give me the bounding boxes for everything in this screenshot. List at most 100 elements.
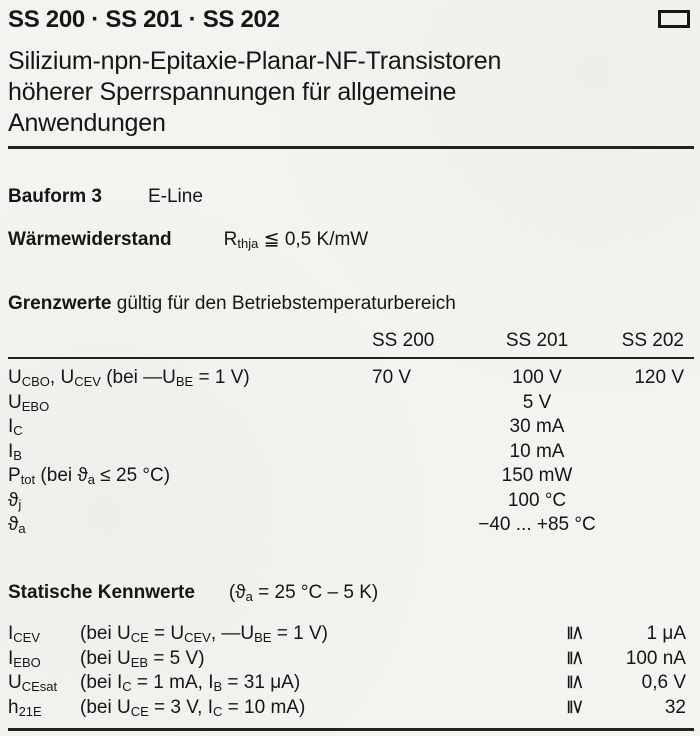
limit-parameter-label: ϑa <box>8 514 26 536</box>
relation-sign-icon: ≦ <box>563 624 586 642</box>
bauform-value: E-Line <box>147 186 203 207</box>
subscript: thja <box>237 236 259 251</box>
subtitle-line: Anwendungen <box>8 109 166 137</box>
limits-heading-bold: Grenzwerte <box>8 293 112 314</box>
static-value: 100 nA <box>625 647 686 669</box>
subscript: CE <box>130 630 149 645</box>
subscript: BE <box>175 374 194 389</box>
limits-table-body: UCBO, UCEV (bei —UBE = 1 V) 70 V 100 V 120 … <box>8 366 692 538</box>
limit-parameter-label: UCBO, UCEV (bei —UBE = 1 V) <box>8 367 250 389</box>
subscript: a <box>87 472 96 487</box>
limits-table-row: UCBO, UCEV (bei —UBE = 1 V) 70 V 100 V 120 … <box>8 366 692 391</box>
static-heading-condition: (ϑa = 25 °C – 5 K) <box>228 582 379 604</box>
subscript: CEV <box>13 630 41 645</box>
relation-cell: ≦ <box>554 647 596 672</box>
subscript: 21E <box>18 703 42 719</box>
static-condition: (bei IC = 1 mA, IB = 31 μA) <box>80 672 301 695</box>
static-parameter-symbol: h21E <box>8 696 42 719</box>
static-parameter-symbol: IEBO <box>8 647 41 670</box>
subscript: CEsat <box>21 679 58 695</box>
limit-parameter-label: ϑj <box>8 489 22 512</box>
subscript: CEV <box>184 630 211 645</box>
thermal-label: Wärmewiderstand <box>8 229 172 250</box>
subscript: C <box>122 679 132 695</box>
relation-cell: ≧ <box>554 696 596 721</box>
subscript: EB <box>130 654 149 670</box>
limits-table-row: Ptot (bei ϑa ≤ 25 °C) 150 mW <box>8 464 692 489</box>
static-table-row: ICEV (bei UCE = UCEV, —UBE = 1 V) ≦ 1 μA <box>8 622 692 647</box>
subscript: BE <box>254 630 272 645</box>
subscript: a <box>245 589 253 604</box>
limit-parameter-label: IC <box>8 416 23 438</box>
limit-value: 120 V <box>634 367 684 388</box>
limits-heading: Grenzwerte gültig für den Betriebstemper… <box>8 293 456 315</box>
limit-value-shared: 5 V <box>522 391 552 413</box>
subscript: EBO <box>21 398 50 414</box>
divider-top <box>8 146 694 149</box>
static-characteristics-heading: Statische Kennwerte (ϑa = 25 °C – 5 K) <box>8 582 378 604</box>
relation-cell: ≦ <box>554 671 596 696</box>
subscript: C <box>13 423 23 438</box>
limit-value-shared: −40 ... +85 °C <box>478 514 596 535</box>
column-header-ss202: SS 202 <box>621 330 684 351</box>
rectangle-outline-icon <box>658 10 690 28</box>
subscript: C <box>213 703 223 719</box>
static-condition: (bei UCE = 3 V, IC = 10 mA) <box>80 696 306 719</box>
limits-table-row: ϑa −40 ... +85 °C <box>8 513 692 538</box>
static-heading-bold: Statische Kennwerte <box>8 582 195 603</box>
limits-table-row: ϑj 100 °C <box>8 489 692 514</box>
limits-heading-rest: gültig für den Betriebstemperaturbereich <box>111 293 456 314</box>
static-value: 0,6 V <box>641 672 686 694</box>
subscript: B <box>13 447 22 463</box>
header: SS 200 · SS 201 · SS 202 <box>8 6 694 34</box>
bauform-label: Bauform 3 <box>8 186 102 207</box>
static-condition: (bei UCE = UCEV, —UBE = 1 V) <box>80 623 328 645</box>
static-parameter-symbol: UCEsat <box>8 672 58 695</box>
thermal-resistance-line: Wärmewiderstand Rthja ≦ 0,5 K/mW <box>8 228 692 251</box>
thermal-value: Rthja ≦ 0,5 K/mW <box>223 229 369 251</box>
subtitle-line: Silizium-npn-Epitaxie-Planar-NF-Transist… <box>8 47 502 75</box>
limit-value: 70 V <box>372 367 412 388</box>
static-condition: (bei UEB = 5 V) <box>80 647 205 670</box>
limit-value-shared: 150 mW <box>501 465 573 486</box>
static-table-row: UCEsat (bei IC = 1 mA, IB = 31 μA) ≦ 0,6 V <box>8 671 692 696</box>
bauform-line: Bauform 3 E-Line <box>8 186 692 208</box>
subtitle-line: höherer Sperrspannungen für allgemeine <box>8 78 457 106</box>
subtitle: Silizium-npn-Epitaxie-Planar-NF-Transist… <box>8 46 692 139</box>
limit-parameter-label: Ptot (bei ϑa ≤ 25 °C) <box>8 465 171 487</box>
subscript: CE <box>130 703 149 719</box>
limit-value-shared: 10 mA <box>509 440 565 462</box>
divider-bottom <box>8 728 694 731</box>
static-table-row: h21E (bei UCE = 3 V, IC = 10 mA) ≧ 32 <box>8 696 692 721</box>
relation-sign-icon: ≦ <box>563 673 586 691</box>
static-value: 1 μA <box>646 623 686 644</box>
relation-sign-icon: ≧ <box>563 698 586 716</box>
page-title: SS 200 · SS 201 · SS 202 <box>8 6 280 33</box>
table-header-rule <box>8 357 694 359</box>
subscript: tot <box>20 472 36 487</box>
static-value: 32 <box>664 696 686 718</box>
limits-table-row: IB 10 mA <box>8 440 692 465</box>
subscript: a <box>18 521 26 536</box>
subscript: B <box>213 679 223 695</box>
column-header-ss201: SS 201 <box>505 330 569 351</box>
limit-value-shared: 100 °C <box>507 489 567 511</box>
limits-table-row: IC 30 mA <box>8 415 692 440</box>
limits-table-header: SS 200 SS 201 SS 202 <box>8 330 692 352</box>
limits-table-row: UEBO 5 V <box>8 391 692 416</box>
limit-parameter-label: IB <box>8 440 22 463</box>
limit-parameter-label: UEBO <box>8 391 50 414</box>
subscript: EBO <box>13 654 41 670</box>
subscript: CBO <box>21 374 50 389</box>
subscript: CEV <box>74 374 101 389</box>
relation-cell: ≦ <box>554 622 596 647</box>
limit-value: 100 V <box>512 367 562 388</box>
static-parameter-symbol: ICEV <box>8 623 41 645</box>
relation-sign-icon: ≦ <box>563 649 586 666</box>
limit-value-shared: 30 mA <box>509 416 565 437</box>
column-header-ss200: SS 200 <box>372 330 435 351</box>
static-table-body: ICEV (bei UCE = UCEV, —UBE = 1 V) ≦ 1 μA IEB… <box>8 622 692 720</box>
static-table-row: IEBO (bei UEB = 5 V) ≦ 100 nA <box>8 647 692 672</box>
subscript: j <box>18 496 22 512</box>
